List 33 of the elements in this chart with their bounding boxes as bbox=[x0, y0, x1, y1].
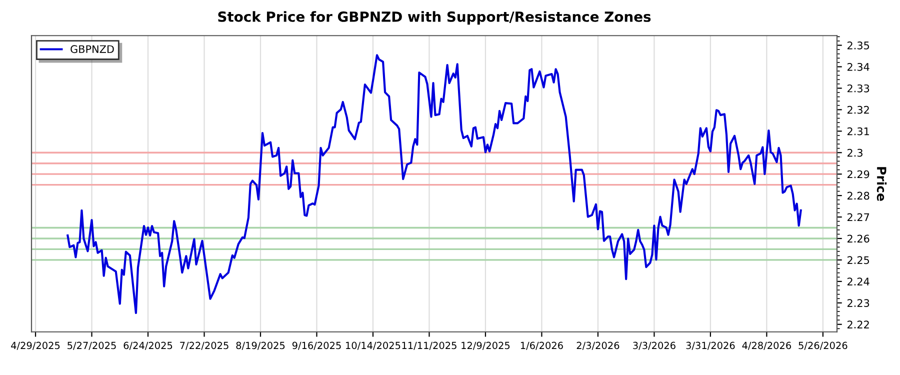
y-tick-label: 2.27 bbox=[847, 213, 870, 221]
x-tick-label: 11/11/2025 bbox=[402, 342, 456, 350]
y-tick-label: 2.34 bbox=[847, 62, 870, 71]
x-tick-label: 7/22/2025 bbox=[180, 342, 228, 350]
x-tick-label: 1/6/2026 bbox=[520, 342, 563, 350]
chart-title: Stock Price for GBPNZD with Support/Resistance Zones bbox=[218, 11, 651, 25]
x-tick-label: 4/28/2026 bbox=[742, 342, 792, 350]
x-tick-label: 6/24/2025 bbox=[124, 342, 172, 350]
x-tick-label: 3/31/2026 bbox=[686, 342, 735, 350]
x-tick-label: 9/16/2025 bbox=[292, 342, 341, 350]
y-tick-label: 2.23 bbox=[847, 299, 870, 307]
x-tick-label: 12/9/2025 bbox=[462, 342, 510, 350]
x-tick-label: 2/3/2026 bbox=[576, 342, 620, 350]
x-tick-label: 3/3/2026 bbox=[633, 342, 676, 350]
x-tick-label: 5/27/2025 bbox=[68, 342, 116, 350]
y-tick-label: 2.29 bbox=[847, 170, 870, 178]
y-tick-label: 2.32 bbox=[847, 106, 869, 114]
x-tick-label: 10/14/2025 bbox=[346, 342, 400, 350]
line-series bbox=[66, 54, 802, 314]
y-tick-label: 2.25 bbox=[847, 256, 870, 264]
y-tick-label: 2.26 bbox=[847, 234, 870, 243]
y-tick-label: 2.22 bbox=[847, 320, 869, 328]
y-tick-label: 2.28 bbox=[847, 192, 870, 200]
y-tick-label: 2.33 bbox=[847, 84, 870, 92]
y-tick-label: 2.35 bbox=[847, 42, 870, 50]
y-axis-title: Price bbox=[876, 167, 887, 201]
y-tick-label: 2.24 bbox=[847, 278, 870, 286]
x-tick-label: 8/19/2025 bbox=[236, 342, 285, 350]
y-tick-label: 2.31 bbox=[847, 127, 869, 136]
legend-label: GBPNZD bbox=[70, 45, 114, 54]
x-tick-label: 4/29/2025 bbox=[11, 342, 60, 350]
x-tick-label: 5/26/2026 bbox=[798, 342, 848, 350]
y-tick-label: 2.3 bbox=[847, 148, 862, 157]
